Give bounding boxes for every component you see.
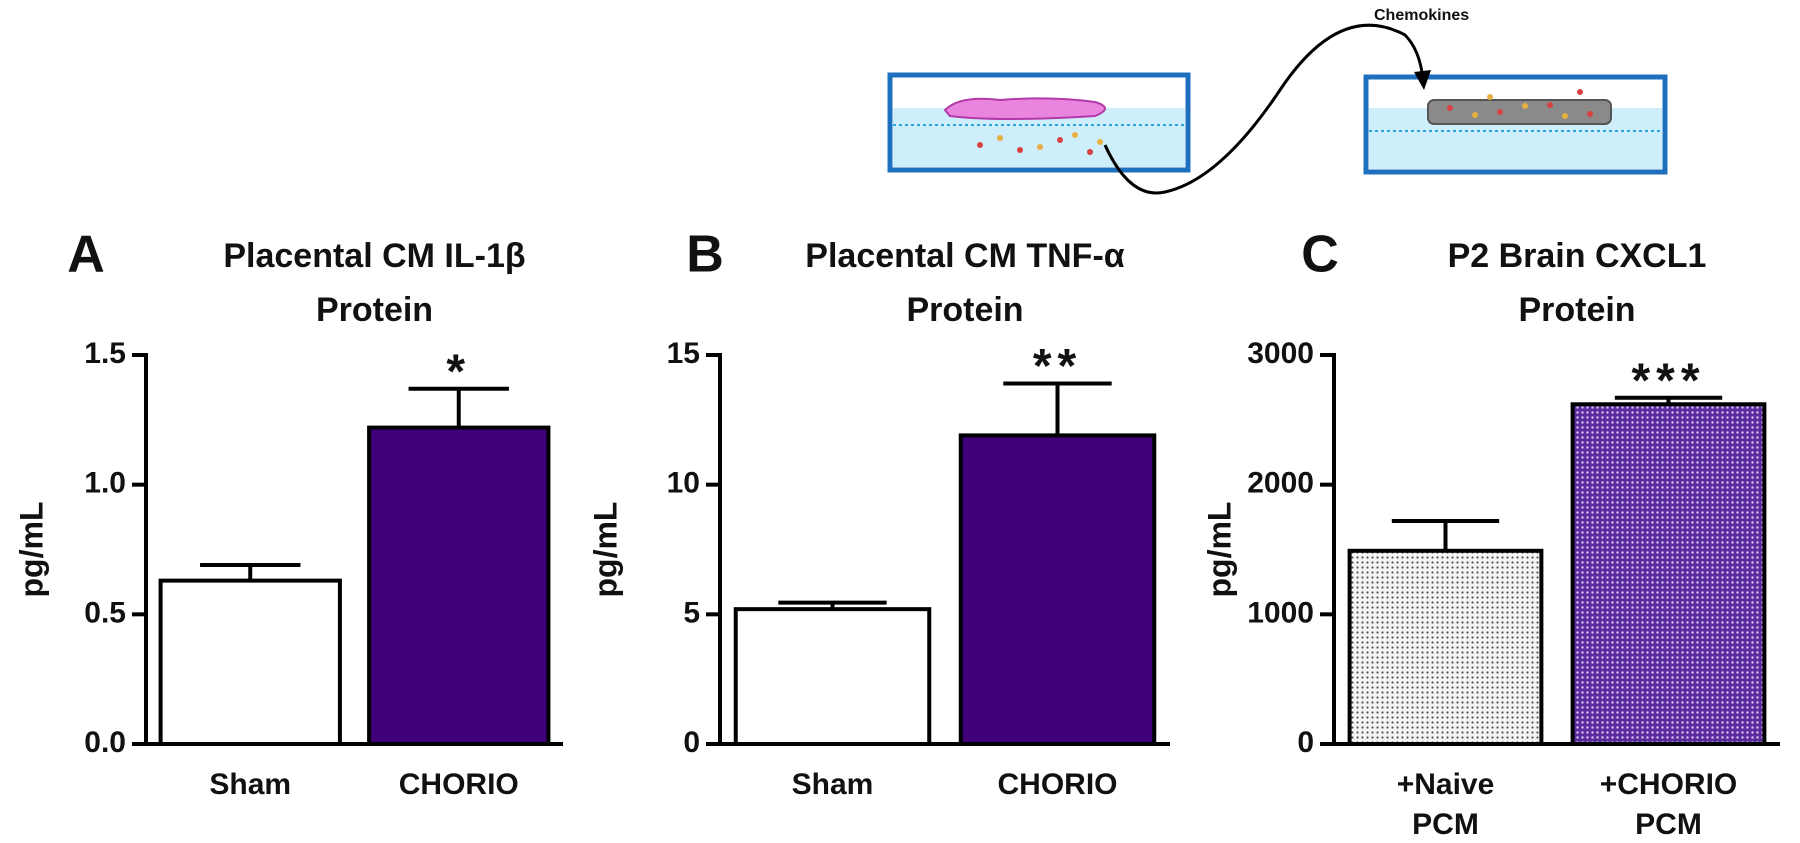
y-tick-label: 3000 [1247, 337, 1314, 370]
chart-title: Protein [316, 291, 433, 329]
x-tick-label: CHORIO [399, 768, 519, 801]
x-tick-label: Sham [209, 768, 291, 801]
panel-letter: C [1301, 226, 1339, 284]
y-tick-label: 0 [683, 726, 700, 759]
x-tick-label: Sham [792, 768, 874, 801]
y-tick-label: 1.0 [84, 467, 126, 500]
bar [733, 607, 932, 746]
y-axis-label: pg/mL [13, 502, 49, 598]
bar [958, 433, 1157, 746]
chart-title: Placental CM TNF-α [805, 237, 1124, 275]
x-tick-label: PCM [1635, 808, 1702, 841]
bar [1570, 402, 1767, 746]
diagram-label: Chemokines [1374, 7, 1469, 24]
panel-letter: B [686, 226, 724, 284]
bar [1347, 548, 1544, 747]
bar [158, 578, 342, 746]
y-tick-label: 1000 [1247, 596, 1314, 629]
y-tick-label: 0.0 [84, 726, 126, 759]
y-tick-label: 0.5 [84, 596, 126, 629]
y-tick-label: 0 [1297, 726, 1314, 759]
annotation: ** [1033, 340, 1082, 393]
x-tick-label: PCM [1412, 808, 1479, 841]
y-axis-label: pg/mL [1201, 502, 1237, 598]
y-axis-label: pg/mL [587, 502, 623, 598]
panel-letter: A [67, 226, 105, 284]
annotation: *** [1631, 354, 1705, 407]
bar [367, 425, 551, 746]
y-tick-label: 10 [667, 467, 700, 500]
schematic: Chemokines [887, 7, 1668, 195]
annotation: * [446, 345, 471, 398]
x-tick-label: +Naive [1397, 768, 1495, 801]
x-tick-label: CHORIO [998, 768, 1118, 801]
chart-title: Placental CM IL-1β [223, 237, 525, 275]
x-tick-label: +CHORIO [1600, 768, 1738, 801]
chart-title: Protein [906, 291, 1023, 329]
y-tick-label: 1.5 [84, 337, 126, 370]
chart-title: Protein [1518, 291, 1635, 329]
y-tick-label: 15 [667, 337, 700, 370]
chart-title: P2 Brain CXCL1 [1448, 237, 1707, 275]
y-tick-label: 2000 [1247, 467, 1314, 500]
y-tick-label: 5 [683, 596, 700, 629]
